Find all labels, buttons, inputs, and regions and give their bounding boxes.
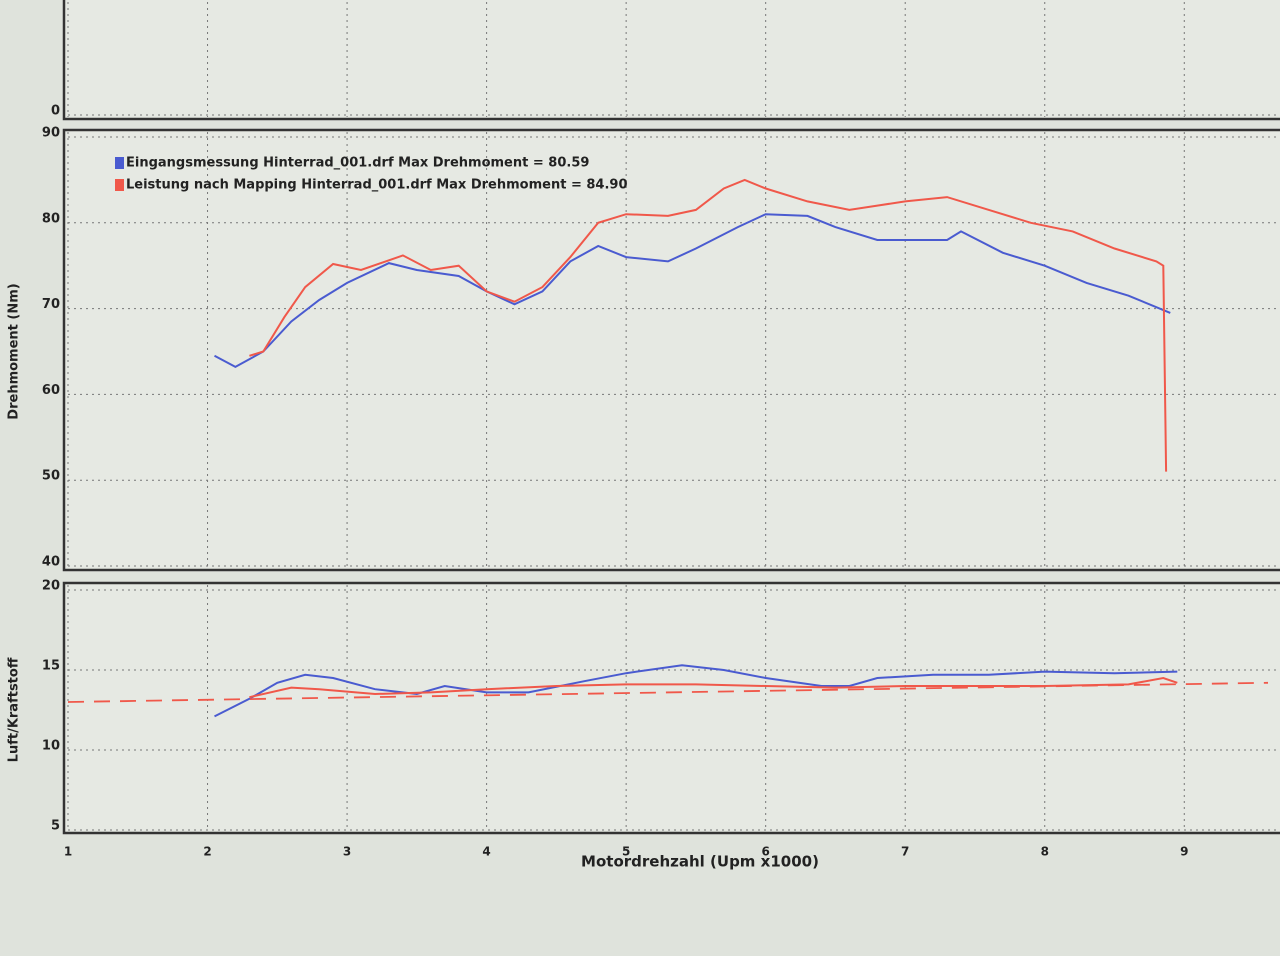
x-tick-label: 7: [901, 845, 909, 859]
y-axis-title: Drehmoment (Nm): [7, 283, 22, 419]
panel-frame: [62, 128, 1280, 572]
legend-swatch: [115, 179, 124, 191]
y-tick-label: 5: [51, 819, 60, 834]
x-axis-title: Motordrehzahl (Upm x1000): [581, 853, 819, 871]
x-tick-label: 6: [761, 845, 769, 859]
series-line: [67, 681, 1269, 703]
x-tick-label: 4: [482, 845, 490, 859]
series-line: [249, 676, 1178, 699]
x-tick-label: 3: [343, 845, 351, 859]
y-tick-label: 70: [42, 297, 60, 312]
y-tick-label: 90: [42, 126, 60, 141]
x-tick-label: 2: [203, 845, 211, 859]
y-axis-title: Luft/Kraftstoff: [7, 657, 22, 762]
y-tick-label: 40: [42, 555, 60, 570]
legend-label: Leistung nach Mapping Hinterrad_001.drf …: [126, 178, 628, 193]
y-tick-label: 0: [51, 104, 60, 119]
y-tick-label: 10: [42, 739, 60, 754]
x-tick-label: 1: [64, 845, 72, 859]
x-tick-label: 9: [1180, 845, 1188, 859]
series-line: [214, 664, 1178, 718]
panel-frame: [62, 581, 1280, 835]
x-tick-label: 5: [622, 845, 630, 859]
y-tick-label: 20: [42, 579, 60, 594]
y-tick-label: 15: [42, 659, 60, 674]
series-line: [249, 178, 1168, 472]
legend-label: Eingangsmessung Hinterrad_001.drf Max Dr…: [126, 156, 589, 171]
x-tick-label: 8: [1041, 845, 1049, 859]
y-tick-label: 50: [42, 469, 60, 484]
y-tick-label: 60: [42, 383, 60, 398]
y-tick-label: 80: [42, 211, 60, 226]
legend-swatch: [115, 157, 124, 169]
series-line: [214, 213, 1171, 369]
panel-frame: [62, 0, 1280, 121]
